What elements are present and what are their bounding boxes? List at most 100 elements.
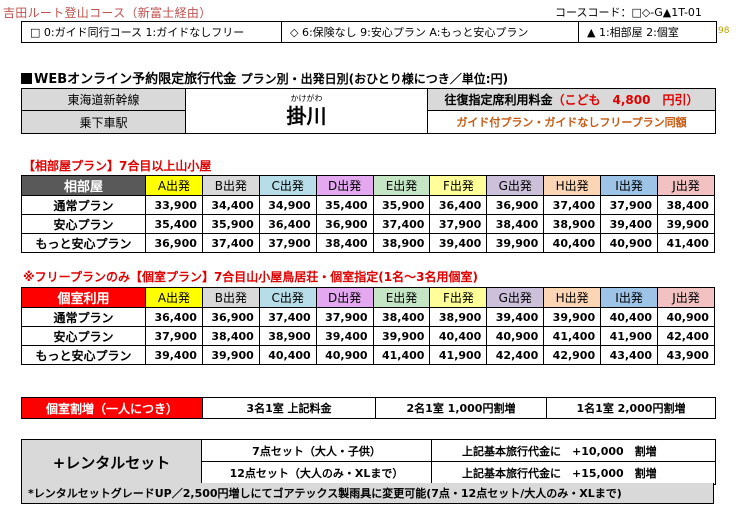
price-cell: 38,400: [486, 214, 545, 234]
table-header-row: 個室利用 A出発 B出発 C出発 D出発 E出発 F出発 G出発 H出発 I出発…: [21, 287, 715, 308]
price-cell: 37,900: [258, 233, 317, 253]
table-row: もっと安心プラン 39,400 39,900 40,400 40,900 41,…: [21, 345, 715, 365]
station-info: 東海道新幹線 乗下車駅 かけがわ 掛川 往復指定席利用料金 （こども 4,800 …: [21, 88, 716, 134]
shared-room-price-table: 相部屋 A出発 B出発 C出発 D出発 E出発 F出発 G出発 H出発 I出発 …: [21, 175, 715, 253]
private-room-surcharge: 個室割増（一人につき） 3名1室 上記料金 2名1室 1,000円割増 1名1室…: [21, 397, 716, 419]
price-cell: 36,900: [201, 307, 260, 327]
price-cell: 40,400: [258, 345, 317, 365]
price-cell: 34,900: [258, 195, 317, 215]
price-cell: 37,400: [372, 214, 431, 234]
column-g: G出発: [486, 287, 545, 308]
price-cell: 35,900: [372, 195, 431, 215]
fare-label: 往復指定席利用料金: [444, 93, 553, 107]
price-cell: 39,400: [429, 233, 488, 253]
plan-label: 通常プラン: [21, 307, 146, 327]
price-cell: 39,900: [201, 345, 260, 365]
column-b: B出発: [201, 175, 260, 196]
plan-label: 安心プラン: [21, 326, 146, 346]
price-title-main: WEBオンライン予約限定旅行代金: [34, 72, 237, 87]
price-cell: 40,900: [600, 233, 659, 253]
table-row: 通常プラン 36,400 36,900 37,400 37,900 38,400…: [21, 307, 715, 327]
price-cell: 35,400: [145, 214, 203, 234]
legend-guide: □ 0:ガイド同行コース 1:ガイドなしフリー: [22, 22, 282, 42]
rental-upgrade-note: *レンタルセットグレードUP／2,500円増しにてゴアテックス製雨具に変更可能(…: [21, 483, 714, 504]
price-cell: 41,400: [543, 326, 602, 346]
price-cell: 36,400: [429, 195, 488, 215]
price-cell: 39,900: [372, 326, 431, 346]
child-fare: （こども 4,800 円引）: [552, 93, 699, 107]
table-row: もっと安心プラン 36,900 37,400 37,900 38,400 38,…: [21, 233, 715, 253]
rental-12-price: 上記基本旅行代金に +15,000 割増: [462, 467, 657, 480]
price-cell: 41,400: [372, 345, 431, 365]
plan-label: もっと安心プラン: [21, 345, 146, 365]
price-cell: 39,400: [486, 307, 545, 327]
table-row: 安心プラン 37,900 38,400 38,900 39,400 39,900…: [21, 326, 715, 346]
price-cell: 41,900: [429, 345, 488, 365]
price-cell: 33,900: [145, 195, 203, 215]
column-a: A出発: [145, 175, 203, 196]
page-number: 98: [718, 26, 730, 36]
price-cell: 37,900: [145, 326, 203, 346]
price-cell: 37,900: [429, 214, 488, 234]
price-cell: 39,400: [315, 326, 374, 346]
column-e: E出発: [372, 175, 431, 196]
legend-insurance: ◇ 6:保険なし 9:安心プラン A:もっと安心プラン: [282, 22, 579, 42]
section2-title: ※フリープランのみ【個室プラン】7合目山小屋鳥居荘・個室指定(1名～3名用個室): [23, 270, 478, 284]
price-cell: 36,900: [315, 214, 374, 234]
rental-7-price: 上記基本旅行代金に +10,000 割増: [432, 440, 715, 462]
column-e: E出発: [372, 287, 431, 308]
table-header-row: 相部屋 A出発 B出発 C出発 D出発 E出発 F出発 G出発 H出発 I出発 …: [21, 175, 715, 196]
fare-info: 往復指定席利用料金 （こども 4,800 円引）: [428, 89, 715, 111]
price-cell: 36,400: [145, 307, 203, 327]
price-cell: 40,900: [657, 307, 715, 327]
column-d: D出発: [315, 175, 374, 196]
column-d: D出発: [315, 287, 374, 308]
price-cell: 39,900: [657, 214, 715, 234]
column-i: I出発: [600, 287, 659, 308]
price-cell: 39,900: [543, 307, 602, 327]
column-a: A出発: [145, 287, 203, 308]
column-j: J出発: [657, 287, 715, 308]
price-cell: 40,900: [315, 345, 374, 365]
column-h: H出発: [543, 175, 602, 196]
column-c: C出発: [258, 175, 317, 196]
price-cell: 36,400: [258, 214, 317, 234]
rental-7-set: 7点セット（大人・子供）: [202, 440, 432, 462]
price-cell: 42,900: [543, 345, 602, 365]
price-cell: 39,900: [486, 233, 545, 253]
table-row: 通常プラン 33,900 34,400 34,900 35,400 35,900…: [21, 195, 715, 215]
price-cell: 39,400: [145, 345, 203, 365]
price-cell: 41,900: [600, 326, 659, 346]
price-title-sub: プラン別・出発日別(おひとり様につき／単位:円): [240, 72, 509, 86]
column-b: B出発: [201, 287, 260, 308]
section1-title: 【相部屋プラン】7合目以上山小屋: [23, 159, 212, 173]
column-f: F出発: [429, 287, 488, 308]
price-cell: 38,400: [372, 307, 431, 327]
legend-room: ▲ 1:相部屋 2:個室: [587, 26, 679, 39]
price-cell: 36,900: [486, 195, 545, 215]
plan-label: 安心プラン: [21, 214, 146, 234]
column-f: F出発: [429, 175, 488, 196]
price-cell: 38,400: [201, 326, 260, 346]
price-cell: 43,900: [657, 345, 715, 365]
plan-label: もっと安心プラン: [21, 233, 146, 253]
price-cell: 40,400: [429, 326, 488, 346]
same-price-note: ガイド付プラン・ガイドなしフリープラン同額: [456, 116, 687, 129]
price-cell: 37,900: [600, 195, 659, 215]
column-c: C出発: [258, 287, 317, 308]
price-cell: 39,400: [600, 214, 659, 234]
price-cell: 38,900: [543, 214, 602, 234]
column-i: I出発: [600, 175, 659, 196]
line-label: 東海道新幹線: [22, 89, 186, 111]
surcharge-label: 個室割増（一人につき）: [22, 398, 203, 418]
station-name: 掛川: [286, 104, 327, 128]
surcharge-3-person: 3名1室 上記料金: [203, 398, 376, 418]
rental-set: +レンタルセット 7点セット（大人・子供） 12点セット（大人のみ・XLまで） …: [21, 439, 716, 485]
price-cell: 36,900: [145, 233, 203, 253]
table-row: 安心プラン 35,400 35,900 36,400 36,900 37,400…: [21, 214, 715, 234]
price-cell: 35,400: [315, 195, 374, 215]
surcharge-1-person: 1名1室 2,000円割増: [576, 402, 686, 415]
price-cell: 34,400: [201, 195, 260, 215]
price-cell: 37,400: [543, 195, 602, 215]
price-cell: 38,400: [315, 233, 374, 253]
